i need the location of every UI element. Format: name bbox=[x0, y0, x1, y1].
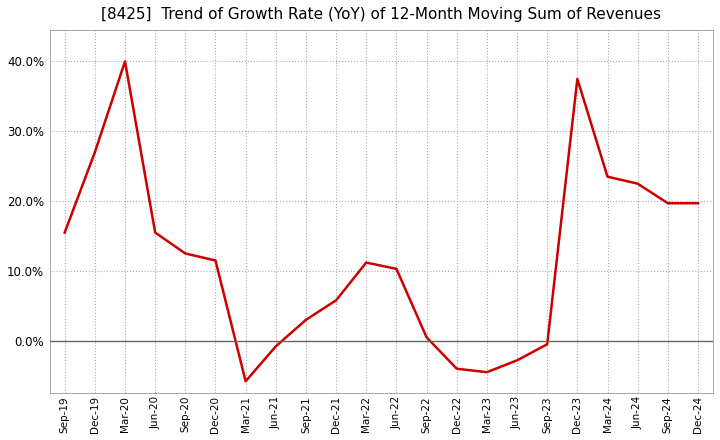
Title: [8425]  Trend of Growth Rate (YoY) of 12-Month Moving Sum of Revenues: [8425] Trend of Growth Rate (YoY) of 12-… bbox=[102, 7, 662, 22]
